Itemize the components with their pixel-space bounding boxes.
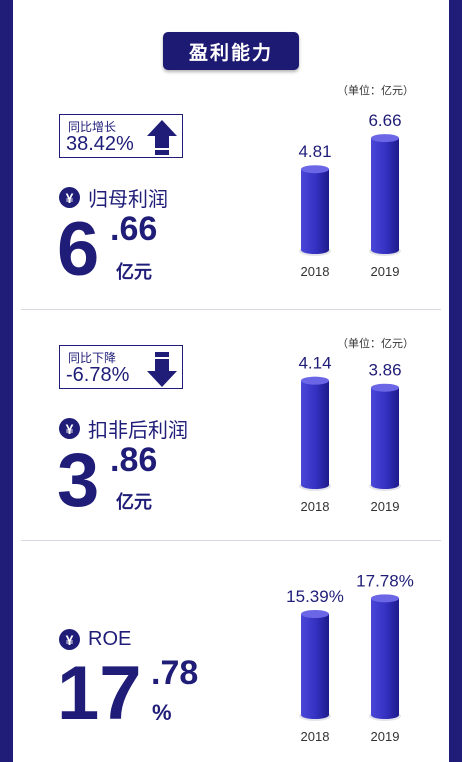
bar-body [371, 138, 399, 254]
value-label: 3.86 [368, 361, 401, 380]
divider [21, 309, 441, 310]
unit-label: （单位：亿元） [337, 85, 414, 97]
bar-top [371, 134, 399, 143]
yen-icon: ¥ [59, 418, 80, 439]
section-deducted-profit: （单位：亿元） 同比下降 -6.78% ¥ 扣非后利润 3 .86 亿元 4.1… [13, 0, 449, 540]
bar-2019 [369, 594, 401, 721]
bar-2018 [299, 610, 331, 721]
metric-value-dec: .78 [151, 654, 199, 692]
bar-body [301, 380, 329, 489]
metric-value-unit: % [152, 700, 172, 725]
metric-value-int: 3 [57, 438, 100, 523]
category-label: 2018 [301, 499, 330, 514]
bar-2019 [369, 383, 401, 491]
metric-row: ¥ ROE [59, 628, 131, 651]
decline-value: -6.78% [66, 364, 130, 386]
growth-value: 38.42% [66, 133, 134, 155]
yen-icon: ¥ [59, 629, 80, 650]
category-label: 2019 [371, 499, 400, 514]
category-label: 2019 [371, 264, 400, 279]
bar-chart: 15.39% 2018 17.78% 2019 [286, 571, 414, 744]
section-net-profit: （单位：亿元） 同比增长 38.42% ¥ 归母利润 6 .66 亿元 4.81… [13, 0, 449, 310]
arrow-down-icon [147, 352, 177, 387]
metric-name: 归母利润 [88, 189, 168, 211]
bar-body [301, 169, 329, 254]
growth-box: 同比增长 38.42% [59, 114, 183, 158]
value-label: 17.78% [356, 571, 414, 590]
category-label: 2018 [301, 729, 330, 744]
divider [21, 540, 441, 541]
category-label: 2018 [301, 264, 330, 279]
growth-label: 同比增长 [68, 120, 117, 134]
bar-2018 [299, 165, 331, 256]
metric-value-unit: 亿元 [116, 492, 152, 512]
bar-body [371, 598, 399, 719]
value-label: 6.66 [368, 111, 401, 130]
metric-value-dec: .66 [110, 210, 158, 248]
yen-icon: ¥ [59, 187, 80, 208]
bar-top [371, 383, 399, 392]
metric-row: ¥ 归母利润 [59, 183, 168, 212]
value-label: 4.14 [298, 354, 331, 373]
bar-top [301, 165, 329, 174]
value-label: 15.39% [286, 587, 344, 606]
metric-value-int: 17 [57, 651, 142, 736]
category-label: 2019 [371, 729, 400, 744]
page-title: 盈利能力 [163, 32, 299, 70]
arrow-up-icon [147, 120, 177, 155]
section-roe: ¥ ROE 17 .78 % 15.39% 2018 17.78% 2019 [13, 0, 449, 762]
bar-body [371, 387, 399, 489]
metric-value-dec: .86 [110, 441, 158, 479]
metric-value-unit: 亿元 [116, 262, 152, 282]
metric-name: ROE [88, 628, 132, 650]
bar-top [301, 610, 329, 619]
decline-box: 同比下降 -6.78% [59, 345, 183, 389]
bar-chart: 4.81 2018 6.66 2019 [298, 111, 401, 279]
metric-row: ¥ 扣非后利润 [59, 414, 188, 443]
unit-label: （单位：亿元） [337, 338, 414, 350]
metric-name: 扣非后利润 [88, 420, 188, 442]
value-label: 4.81 [298, 142, 331, 161]
bar-2019 [369, 134, 401, 256]
bar-2018 [299, 376, 331, 491]
decline-label: 同比下降 [68, 351, 117, 365]
card: 盈利能力 （单位：亿元） 同比增长 38.42% ¥ 归母利润 6 .66 亿元… [13, 0, 449, 762]
bar-top [371, 594, 399, 603]
bar-chart: 4.14 2018 3.86 2019 [298, 354, 401, 514]
bar-top [301, 376, 329, 385]
metric-value-int: 6 [57, 207, 100, 292]
bar-body [301, 614, 329, 719]
